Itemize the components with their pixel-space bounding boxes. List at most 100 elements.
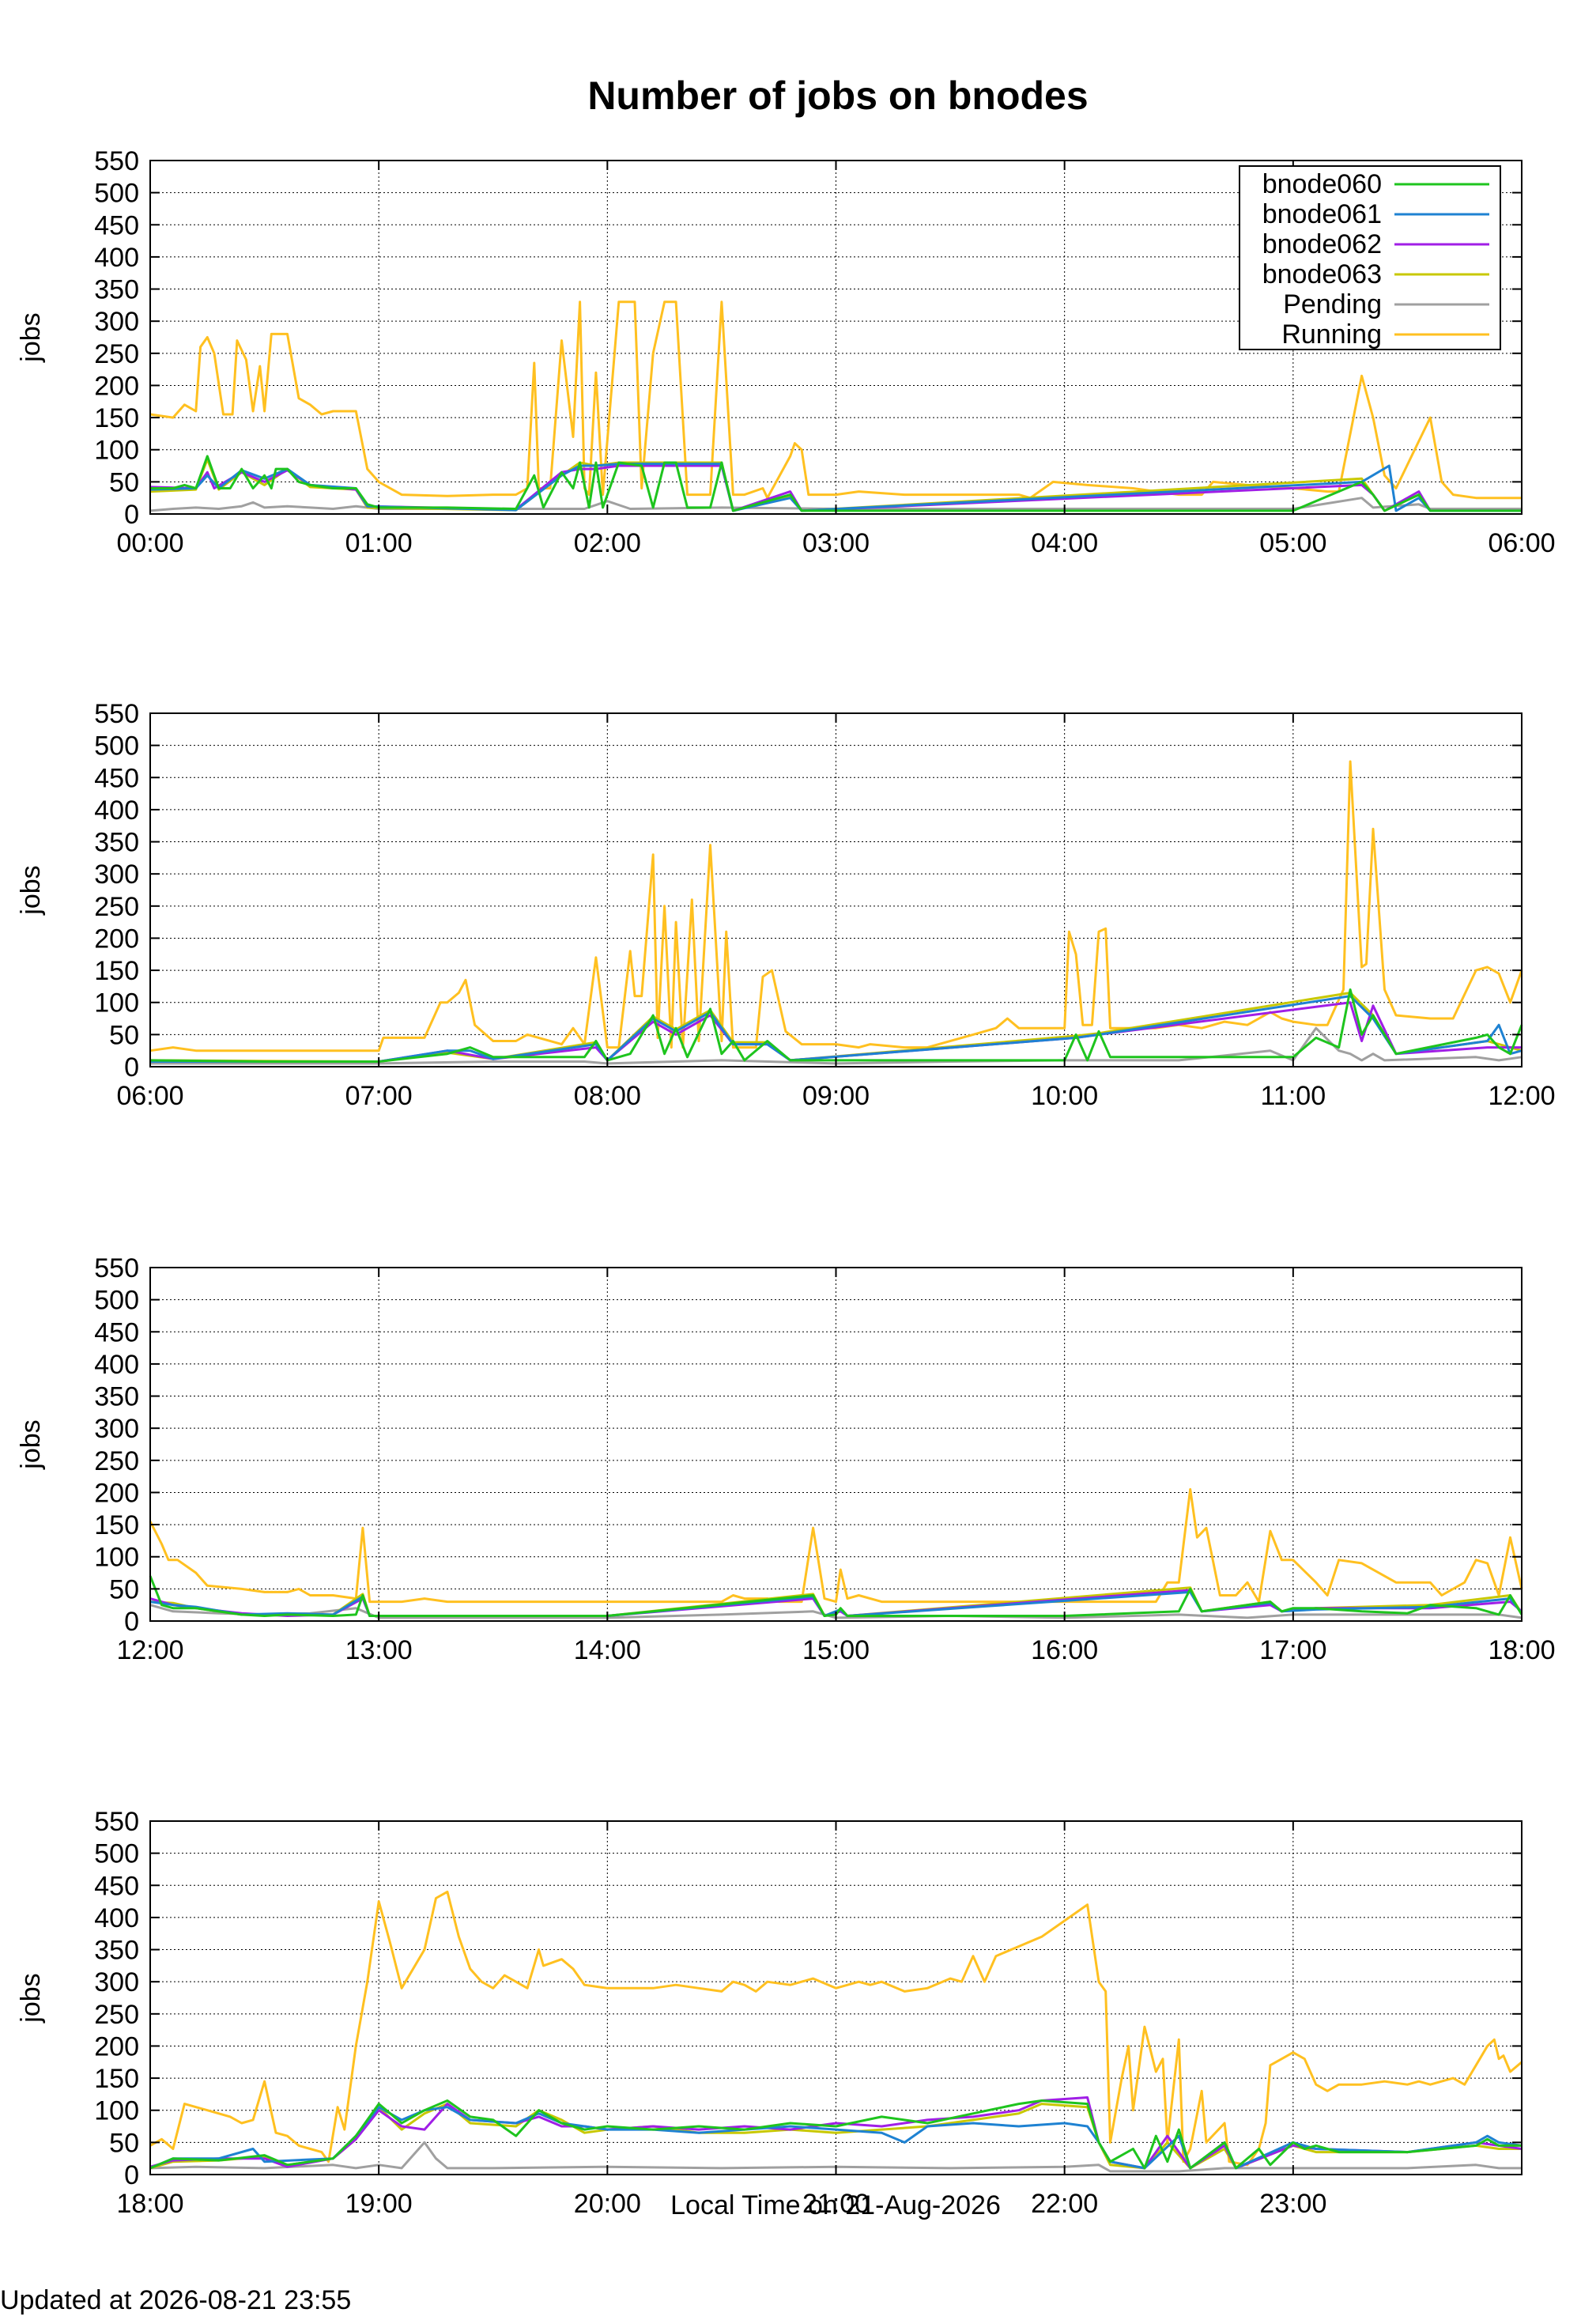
x-tick-label: 06:00 [1488, 528, 1555, 558]
x-tick-label: 15:00 [802, 1635, 870, 1665]
x-tick-label: 05:00 [1259, 528, 1326, 558]
y-tick-label: 350 [94, 1936, 139, 1966]
x-tick-label: 21:00 [802, 2189, 870, 2219]
y-axis-label: jobs [16, 1973, 46, 2023]
y-axis-label: jobs [16, 865, 46, 915]
y-tick-label: 550 [94, 699, 139, 729]
x-axis-label: Local Time on 21-Aug-2026 [670, 2190, 1001, 2220]
y-tick-label: 200 [94, 371, 139, 401]
y-tick-label: 100 [94, 988, 139, 1018]
y-tick-label: 200 [94, 924, 139, 954]
y-tick-label: 500 [94, 179, 139, 209]
x-tick-label: 18:00 [1488, 1635, 1555, 1665]
y-tick-label: 450 [94, 763, 139, 793]
y-axis-label: jobs [16, 1419, 46, 1469]
x-tick-label: 07:00 [345, 1081, 413, 1111]
y-tick-label: 100 [94, 2096, 139, 2126]
x-tick-label: 03:00 [802, 528, 870, 558]
plot-frame [149, 1820, 1523, 2175]
y-tick-label: 200 [94, 2031, 139, 2061]
plot-frame [149, 1267, 1523, 1622]
y-tick-label: 100 [94, 1543, 139, 1573]
x-tick-label: 13:00 [345, 1635, 413, 1665]
y-tick-label: 200 [94, 1478, 139, 1508]
y-tick-label: 300 [94, 860, 139, 890]
x-tick-label: 09:00 [802, 1081, 870, 1111]
y-tick-label: 550 [94, 1807, 139, 1837]
legend-label: bnode062 [1262, 229, 1382, 259]
y-tick-label: 50 [109, 1574, 139, 1604]
y-tick-label: 150 [94, 1510, 139, 1540]
y-tick-label: 0 [124, 500, 139, 530]
y-tick-label: 250 [94, 339, 139, 369]
y-tick-label: 300 [94, 307, 139, 337]
y-tick-label: 0 [124, 2160, 139, 2190]
x-tick-label: 17:00 [1259, 1635, 1326, 1665]
x-tick-label: 20:00 [574, 2189, 641, 2219]
x-tick-label: 04:00 [1031, 528, 1098, 558]
x-tick-label: 08:00 [574, 1081, 641, 1111]
x-tick-label: 19:00 [345, 2189, 413, 2219]
y-tick-label: 250 [94, 2000, 139, 2030]
y-tick-label: 350 [94, 828, 139, 858]
legend-label: Running [1281, 319, 1382, 350]
y-tick-label: 0 [124, 1607, 139, 1637]
series-line-running [149, 1487, 1523, 1604]
y-tick-label: 450 [94, 1317, 139, 1347]
series-line-pending [150, 1026, 1523, 1065]
series-line-bnode061 [150, 995, 1523, 1063]
x-tick-label: 10:00 [1031, 1081, 1098, 1111]
plot-frame [149, 712, 1523, 1068]
y-axis-label: jobs [16, 312, 46, 362]
series-line-bnode061 [149, 463, 1522, 512]
series-line-running [149, 760, 1523, 1052]
y-tick-label: 500 [94, 1839, 139, 1869]
x-tick-label: 02:00 [574, 528, 641, 558]
series-line-bnode060 [149, 988, 1523, 1063]
y-tick-label: 50 [109, 467, 139, 497]
x-tick-label: 16:00 [1031, 1635, 1098, 1665]
y-tick-label: 400 [94, 1903, 139, 1933]
x-tick-label: 01:00 [345, 528, 413, 558]
y-tick-label: 300 [94, 1967, 139, 1997]
x-tick-label: 23:00 [1259, 2189, 1326, 2219]
legend: bnode060bnode061bnode062bnode063PendingR… [1239, 165, 1501, 350]
y-tick-label: 150 [94, 956, 139, 986]
x-tick-label: 14:00 [574, 1635, 641, 1665]
chart-title: Number of jobs on bnodes [587, 74, 1089, 118]
y-tick-label: 500 [94, 1286, 139, 1316]
y-tick-label: 550 [94, 146, 139, 176]
series-line-bnode060 [149, 1575, 1523, 1617]
y-tick-label: 300 [94, 1414, 139, 1444]
y-tick-label: 250 [94, 892, 139, 922]
y-tick-label: 0 [124, 1052, 139, 1083]
x-tick-label: 18:00 [116, 2189, 183, 2219]
x-tick-label: 11:00 [1261, 1081, 1326, 1111]
legend-label: bnode061 [1262, 199, 1382, 229]
series-line-bnode060 [149, 2099, 1522, 2170]
y-tick-label: 550 [94, 1253, 139, 1283]
y-tick-label: 150 [94, 403, 139, 433]
legend-label: bnode063 [1262, 259, 1382, 289]
series-line-running [149, 1890, 1523, 2167]
y-tick-label: 150 [94, 2064, 139, 2094]
x-tick-label: 00:00 [116, 528, 183, 558]
y-tick-label: 350 [94, 275, 139, 305]
legend-box [1239, 165, 1501, 350]
y-tick-label: 350 [94, 1382, 139, 1412]
y-tick-label: 400 [94, 243, 139, 273]
y-tick-label: 450 [94, 210, 139, 240]
updated-timestamp: Updated at 2026-08-21 23:55 [0, 2285, 352, 2315]
y-tick-label: 100 [94, 436, 139, 466]
x-tick-label: 12:00 [1488, 1081, 1555, 1111]
y-tick-label: 250 [94, 1446, 139, 1476]
y-tick-label: 400 [94, 1350, 139, 1380]
series-line-running [149, 300, 1522, 500]
legend-label: Pending [1283, 289, 1382, 319]
x-tick-label: 06:00 [116, 1081, 183, 1111]
y-tick-label: 500 [94, 731, 139, 761]
